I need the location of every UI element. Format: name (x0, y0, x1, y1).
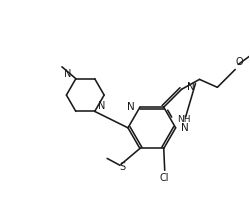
Text: N: N (98, 101, 105, 111)
Text: S: S (119, 162, 125, 172)
Text: N: N (64, 69, 72, 79)
Text: N: N (186, 82, 194, 92)
Text: N: N (127, 102, 135, 112)
Text: Cl: Cl (160, 173, 170, 183)
Text: N: N (180, 123, 188, 133)
Text: O: O (236, 58, 243, 68)
Text: NH: NH (177, 115, 190, 124)
